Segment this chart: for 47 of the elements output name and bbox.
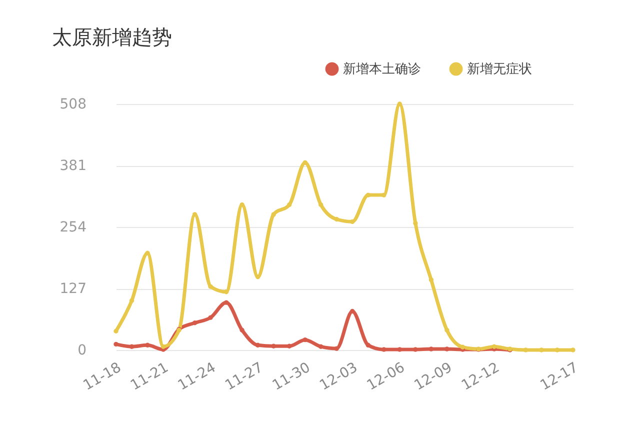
- point: [350, 219, 355, 224]
- point: [318, 202, 324, 208]
- y-tick-label: 381: [60, 158, 86, 174]
- point: [240, 202, 244, 208]
- point: [208, 315, 213, 320]
- point: [145, 250, 150, 256]
- point: [287, 344, 292, 348]
- legend-label: 新增本土确诊: [343, 62, 421, 77]
- point: [255, 274, 260, 280]
- point: [334, 346, 339, 351]
- legend-label: 新增无症状: [467, 62, 532, 77]
- point: [114, 342, 118, 347]
- point: [413, 220, 418, 226]
- point: [302, 160, 308, 165]
- point: [114, 328, 118, 334]
- point: [271, 344, 276, 348]
- point: [192, 320, 198, 326]
- y-tick-label: 0: [78, 342, 86, 358]
- point: [539, 348, 544, 352]
- point: [397, 102, 402, 106]
- point: [444, 346, 450, 352]
- point: [129, 298, 134, 303]
- point: [318, 344, 324, 349]
- point: [382, 192, 386, 198]
- point: [192, 212, 198, 217]
- point: [492, 344, 497, 349]
- point: [145, 342, 150, 348]
- point: [302, 337, 308, 342]
- y-tick-label: 254: [60, 220, 87, 236]
- y-tick-label: 508: [60, 96, 86, 112]
- point: [224, 300, 229, 305]
- point: [271, 212, 276, 217]
- point: [208, 284, 213, 289]
- point: [366, 192, 370, 198]
- point: [570, 348, 576, 352]
- point: [334, 216, 339, 222]
- point: [350, 308, 355, 314]
- point: [240, 328, 244, 332]
- chart-title: 太原新增趋势: [52, 25, 172, 49]
- y-tick-label: 127: [60, 281, 86, 297]
- point: [444, 328, 450, 332]
- point: [413, 347, 418, 352]
- point: [287, 202, 292, 208]
- point: [366, 342, 370, 348]
- point: [428, 277, 434, 282]
- point: [382, 347, 386, 352]
- point: [460, 344, 466, 350]
